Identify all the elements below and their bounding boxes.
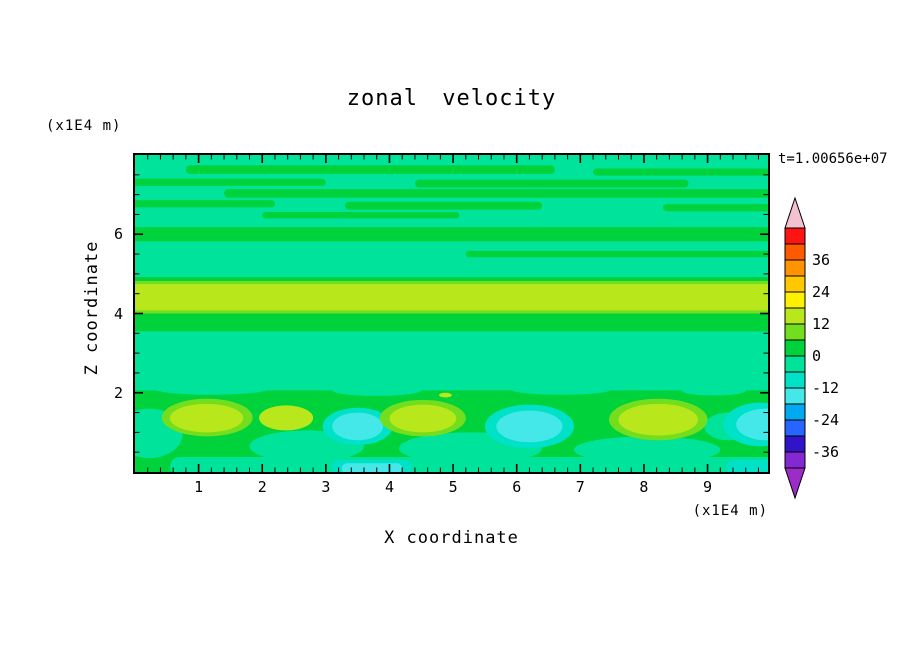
contour-region-spring: [510, 384, 613, 395]
colorbar-segment: [784, 387, 806, 405]
colorbar-segment: [784, 403, 806, 421]
contour-field: [135, 155, 768, 472]
colorbar-segment: [784, 419, 806, 437]
contour-region-green: [185, 165, 555, 175]
colorbar-segment: [784, 371, 806, 389]
contour-region-spring: [332, 384, 422, 396]
colorbar-tick-label: 0: [812, 347, 822, 365]
contour-region-green: [344, 201, 543, 210]
x-tick-label: 1: [194, 478, 204, 496]
colorbar-tick-label: -36: [812, 443, 840, 461]
contour-region-green: [465, 250, 768, 258]
contour-region-spring: [154, 382, 269, 395]
contour-region-cyan: [736, 408, 768, 441]
contour-region-cyan: [332, 412, 384, 441]
colorbar-segment: [784, 259, 806, 277]
colorbar: [784, 196, 806, 500]
contour-region-chartreuse: [135, 284, 768, 311]
colorbar-tick-label: 12: [812, 315, 831, 333]
plot-area: [133, 153, 770, 474]
contour-region-chartreuse: [389, 404, 457, 433]
colorbar-tick-label: -24: [812, 411, 840, 429]
colorbar-segment: [784, 275, 806, 293]
contour-region-green: [135, 178, 326, 186]
x-axis-units: (x1E4 m): [692, 503, 768, 519]
colorbar-arrow-top: [784, 196, 806, 229]
x-tick-label: 4: [384, 478, 394, 496]
contour-region-green: [593, 168, 768, 176]
contour-region-green: [663, 204, 768, 212]
contour-region-spring: [169, 456, 768, 472]
x-tick-label: 5: [448, 478, 458, 496]
x-axis-label: X coordinate: [384, 528, 519, 548]
colorbar-segment: [784, 307, 806, 325]
x-tick-label: 8: [639, 478, 649, 496]
contour-region-green: [224, 189, 768, 198]
x-tick-label: 2: [257, 478, 267, 496]
colorbar-tick-label: 36: [812, 251, 831, 269]
colorbar-segment: [784, 243, 806, 261]
colorbar-arrow-bottom: [784, 467, 806, 500]
contour-region-green: [135, 200, 275, 208]
colorbar-scale: [784, 196, 806, 500]
colorbar-segment: [784, 451, 806, 469]
contour-region-cyan: [341, 463, 403, 472]
x-tick-label: 7: [575, 478, 585, 496]
contour-region-chartreuse: [259, 405, 314, 431]
colorbar-segment: [784, 435, 806, 453]
contour-region-chartreuse: [169, 403, 244, 433]
y-axis-units: (x1E4 m): [46, 118, 122, 134]
x-tick-label: 3: [321, 478, 331, 496]
contour-region-spring: [573, 436, 721, 464]
colorbar-segment: [784, 291, 806, 309]
x-tick-label: 9: [703, 478, 713, 496]
chart-title: zonal velocity: [346, 86, 557, 111]
colorbar-segment: [784, 227, 806, 245]
contour-region-cyan: [496, 410, 563, 443]
colorbar-tick-label: 24: [812, 283, 831, 301]
y-tick-label: 4: [113, 304, 123, 323]
contour-region-chartreuse: [439, 392, 452, 398]
colorbar-segment: [784, 339, 806, 357]
colorbar-segment: [784, 355, 806, 373]
contour-region-green: [414, 179, 689, 188]
contour-region-chartreuse: [618, 403, 699, 436]
y-tick-label: 6: [113, 225, 123, 244]
contour-region-green: [262, 212, 460, 219]
contour-region-spring: [682, 385, 746, 396]
time-annotation: t=1.00656e+07: [778, 151, 888, 167]
y-tick-label: 2: [113, 383, 123, 402]
x-tick-label: 6: [512, 478, 522, 496]
contour-region-green: [135, 227, 768, 242]
colorbar-segment: [784, 323, 806, 341]
contour-region-teal: [726, 460, 768, 472]
colorbar-tick-label: -12: [812, 379, 840, 397]
